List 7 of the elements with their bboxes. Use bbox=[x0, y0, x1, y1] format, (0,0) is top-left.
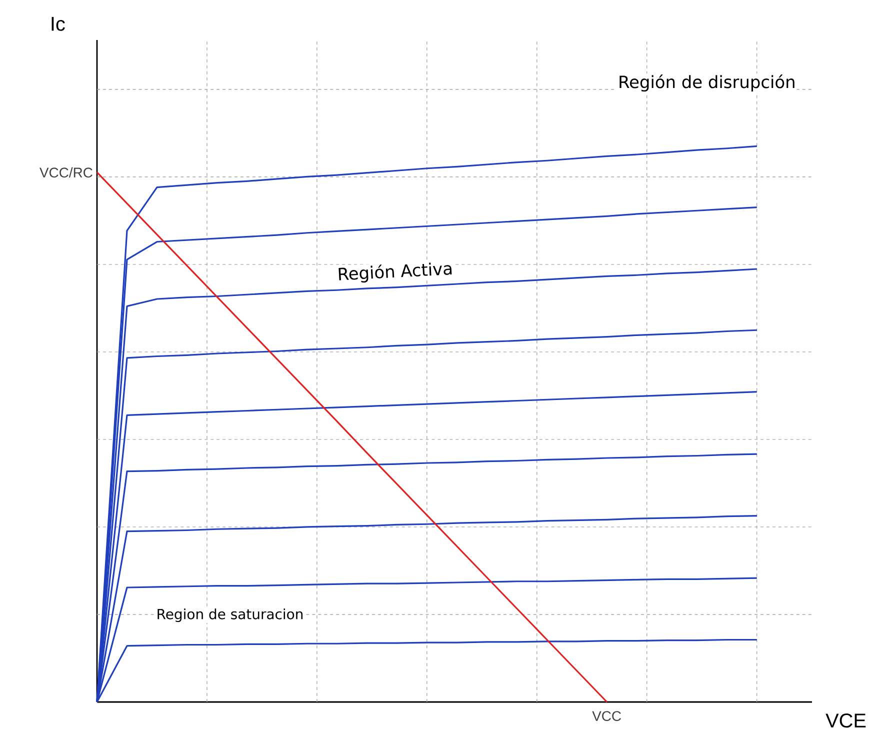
text: VCC bbox=[592, 711, 621, 722]
x-axis-title: VCE bbox=[826, 714, 866, 728]
annotation: VCC/RC bbox=[40, 167, 92, 178]
text: Región de disrupción bbox=[620, 74, 794, 92]
annotation: Región Activa bbox=[338, 262, 452, 283]
text: Ic bbox=[52, 16, 65, 31]
annotation: Region de saturacion bbox=[158, 608, 303, 622]
